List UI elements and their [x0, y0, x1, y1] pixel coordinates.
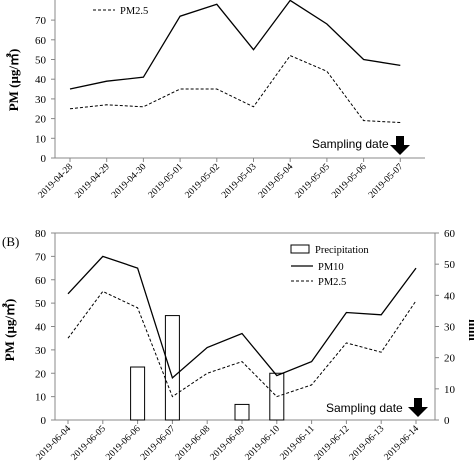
y2-tick-label: 20 — [444, 353, 456, 365]
x-tick-label: 2019-05-03 — [220, 162, 259, 201]
panel-b-legend-pm10: PM10 — [318, 262, 344, 273]
y-tick-label: 60 — [35, 35, 47, 47]
y-tick-label: 70 — [35, 15, 47, 27]
x-tick-label: 2019-06-12 — [313, 424, 352, 463]
y-tick-label: 30 — [35, 345, 47, 357]
x-tick-label: 2019-06-11 — [279, 424, 317, 462]
panel-b-legend-precipitation: Precipitation — [315, 245, 369, 256]
panel-a-down-arrow-icon — [390, 136, 410, 155]
precipitation-bar — [130, 366, 146, 421]
x-tick-label: 2019-05-07 — [367, 162, 406, 201]
y-tick-label: 30 — [35, 94, 47, 106]
y-tick-label: 20 — [35, 114, 47, 126]
panel-b-y-label: PM (μg/㎥) — [2, 299, 17, 362]
x-tick-label: 2019-05-06 — [330, 162, 369, 201]
panel-a-legend-pm25: PM2.5 — [120, 6, 148, 17]
x-tick-label: 2019-05-04 — [257, 162, 296, 201]
series-line-pm25 — [69, 54, 401, 123]
panel-b-down-arrow-icon — [408, 398, 428, 417]
y2-tick-label: 0 — [444, 415, 450, 427]
panel-b-legend-precip-swatch — [290, 244, 310, 254]
panel-b-y2-label: mm — [466, 319, 474, 341]
x-tick-label: 2019-06-13 — [348, 424, 387, 463]
y2-tick-label: 40 — [444, 290, 456, 302]
y-tick-label: 0 — [41, 153, 47, 165]
y-tick-label: 70 — [35, 251, 47, 263]
y-tick-label: 80 — [35, 228, 47, 240]
panel-a-y-label: PM (μg/㎥) — [6, 49, 21, 112]
y-tick-label: 40 — [35, 74, 47, 86]
panel-a-sampling-date-label: Sampling date — [312, 137, 389, 151]
series-line-pm10 — [69, 0, 401, 90]
y-tick-label: 40 — [35, 322, 47, 334]
x-tick-label: 2019-06-05 — [70, 424, 109, 463]
y-tick-label: 10 — [35, 392, 47, 404]
y-tick-label: 60 — [35, 275, 47, 287]
x-tick-label: 2019-04-29 — [73, 162, 112, 201]
x-tick-label: 2019-06-06 — [104, 424, 143, 463]
y2-tick-label: 50 — [444, 259, 456, 271]
x-tick-label: 2019-05-05 — [294, 162, 333, 201]
series-line-pm10 — [67, 255, 417, 380]
precipitation-bar — [164, 315, 180, 421]
x-tick-label: 2019-04-28 — [37, 162, 76, 201]
precipitation-bar — [234, 403, 250, 421]
y2-tick-label: 30 — [444, 322, 456, 334]
series-line-pm25 — [67, 290, 417, 398]
panel-b-plot-frame — [54, 232, 436, 421]
y2-tick-label: 10 — [444, 384, 456, 396]
y-tick-label: 0 — [41, 415, 47, 427]
y-tick-label: 20 — [35, 368, 47, 380]
y-tick-label: 50 — [35, 298, 47, 310]
y2-tick-label: 60 — [444, 228, 456, 240]
x-tick-label: 2019-06-14 — [383, 424, 422, 463]
x-tick-label: 2019-05-02 — [184, 162, 223, 201]
y-tick-label: 50 — [35, 55, 47, 67]
x-tick-label: 2019-06-08 — [174, 424, 213, 463]
x-tick-label: 2019-06-07 — [139, 424, 178, 463]
panel-b-label: (B) — [2, 234, 19, 249]
x-tick-label: 2019-06-04 — [35, 424, 74, 463]
x-tick-label: 2019-04-30 — [110, 162, 149, 201]
x-tick-label: 2019-06-09 — [209, 424, 248, 463]
panel-b-sampling-date-label: Sampling date — [326, 401, 403, 415]
y-tick-label: 10 — [35, 133, 47, 145]
x-tick-label: 2019-05-01 — [147, 162, 186, 201]
panel-b: (B) 0 10 20 30 40 50 60 70 80 0 10 20 30 40 50 60 2019… — [2, 228, 474, 462]
panel-b-legend-pm25: PM2.5 — [318, 277, 346, 288]
x-tick-label: 2019-06-10 — [244, 424, 283, 463]
